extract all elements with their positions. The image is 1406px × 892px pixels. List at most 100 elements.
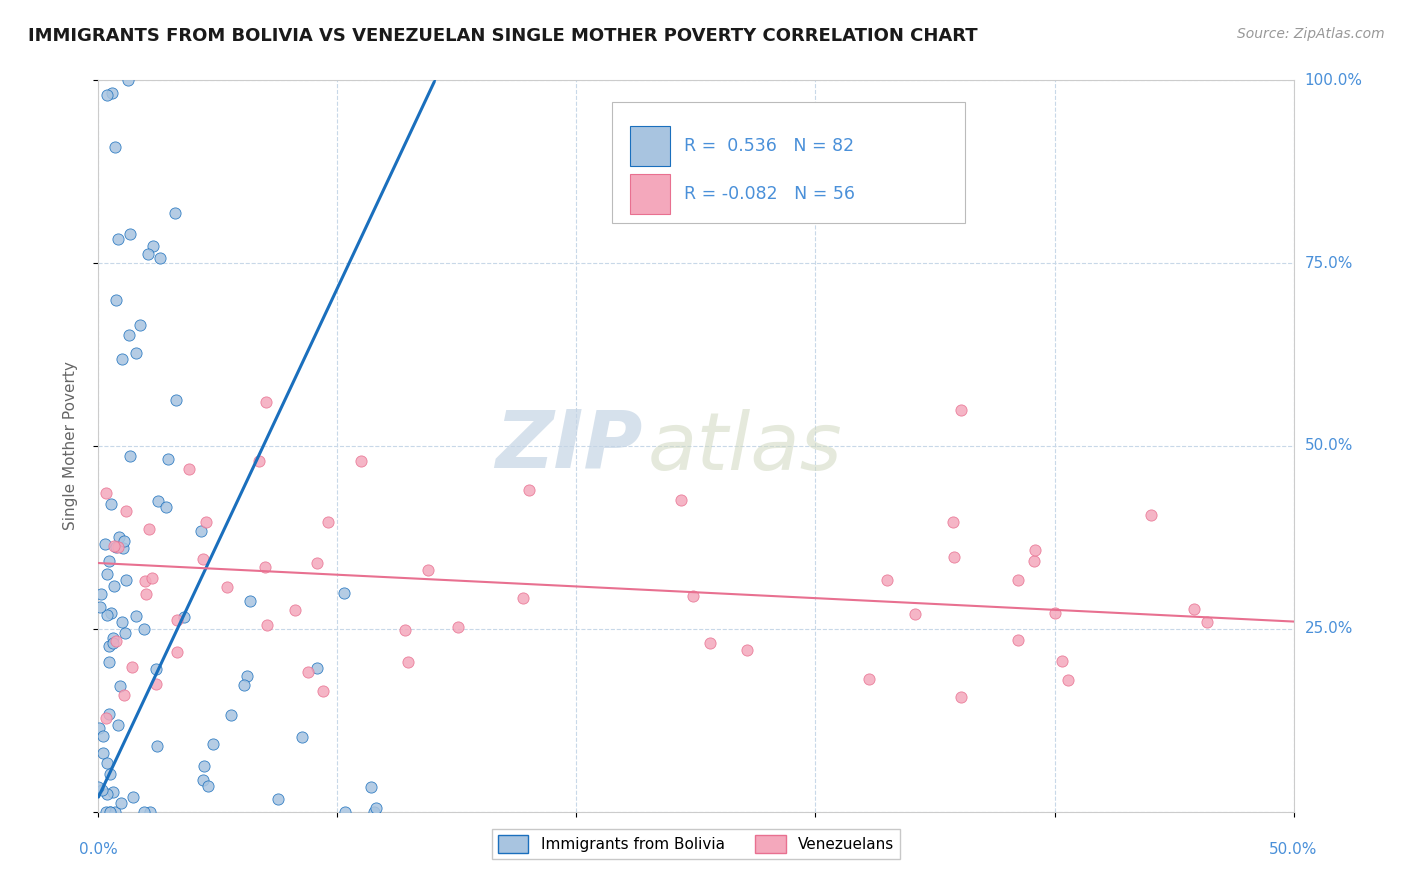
Point	[96, 486, 118, 500]
Point	[904, 607, 927, 621]
Point	[138, 522, 160, 536]
Point	[121, 660, 143, 674]
Point	[221, 707, 243, 722]
Point	[132, 805, 155, 819]
Point	[363, 805, 385, 819]
Point	[254, 560, 277, 574]
Point	[699, 636, 721, 650]
Point	[943, 549, 966, 564]
Point	[284, 603, 307, 617]
Point	[166, 613, 188, 627]
Point	[98, 706, 121, 721]
Point	[256, 617, 278, 632]
Text: 50.0%: 50.0%	[1270, 842, 1317, 857]
Point	[142, 239, 165, 253]
Point	[107, 540, 129, 554]
Point	[125, 609, 148, 624]
Point	[101, 785, 124, 799]
Text: 50.0%: 50.0%	[1305, 439, 1353, 453]
Text: atlas: atlas	[648, 409, 844, 487]
Point	[145, 676, 167, 690]
Point	[100, 497, 122, 511]
Point	[146, 739, 169, 753]
Point	[112, 688, 135, 702]
Point	[120, 450, 142, 464]
Point	[136, 247, 159, 261]
Point	[148, 493, 170, 508]
FancyBboxPatch shape	[630, 126, 669, 166]
Point	[96, 567, 118, 582]
Point	[364, 801, 387, 815]
Point	[125, 346, 148, 360]
Point	[267, 792, 290, 806]
Point	[1007, 573, 1029, 587]
Point	[858, 672, 880, 686]
Point	[112, 534, 135, 549]
Point	[215, 580, 238, 594]
Point	[91, 746, 114, 760]
Point	[165, 393, 187, 408]
Point	[247, 453, 270, 467]
Point	[233, 678, 256, 692]
Point	[96, 756, 118, 770]
Point	[297, 665, 319, 679]
Point	[134, 574, 156, 588]
Point	[111, 615, 134, 630]
Point	[194, 515, 217, 529]
Point	[96, 788, 118, 802]
Point	[335, 805, 357, 819]
Point	[94, 710, 117, 724]
Legend: Immigrants from Bolivia, Venezuelans: Immigrants from Bolivia, Venezuelans	[492, 829, 900, 859]
Point	[360, 780, 382, 794]
Point	[101, 636, 124, 650]
Point	[110, 796, 132, 810]
Point	[949, 403, 972, 417]
Point	[307, 661, 329, 675]
FancyBboxPatch shape	[613, 103, 965, 223]
Point	[173, 610, 195, 624]
Point	[87, 780, 110, 794]
Point	[108, 679, 131, 693]
Point	[517, 483, 540, 497]
Point	[93, 537, 115, 551]
Point	[1140, 508, 1163, 522]
Text: 0.0%: 0.0%	[79, 842, 118, 857]
Point	[110, 351, 132, 366]
Point	[103, 140, 125, 154]
Point	[117, 73, 139, 87]
Point	[197, 779, 219, 793]
Text: ZIP: ZIP	[495, 407, 643, 485]
Point	[201, 737, 224, 751]
Point	[1007, 632, 1029, 647]
Point	[101, 86, 124, 100]
Point	[149, 251, 172, 265]
Point	[190, 524, 212, 538]
Point	[111, 541, 134, 556]
Point	[239, 594, 262, 608]
Point	[90, 587, 112, 601]
Point	[141, 571, 163, 585]
Point	[129, 318, 152, 333]
Point	[100, 607, 122, 621]
Point	[291, 731, 314, 745]
Point	[254, 395, 277, 409]
Point	[98, 767, 121, 781]
Point	[350, 453, 373, 467]
Point	[447, 620, 470, 634]
Point	[104, 293, 127, 307]
Point	[156, 452, 179, 467]
Point	[97, 655, 120, 669]
Point	[179, 462, 201, 476]
Point	[307, 556, 329, 570]
Point	[108, 530, 131, 544]
Point	[942, 515, 965, 529]
Point	[416, 564, 439, 578]
Point	[96, 88, 118, 103]
Y-axis label: Single Mother Poverty: Single Mother Poverty	[63, 361, 77, 531]
Text: Source: ZipAtlas.com: Source: ZipAtlas.com	[1237, 27, 1385, 41]
Point	[93, 729, 115, 743]
Text: 75.0%: 75.0%	[1305, 256, 1353, 270]
Point	[332, 586, 354, 600]
Point	[318, 515, 340, 529]
Point	[122, 789, 145, 804]
